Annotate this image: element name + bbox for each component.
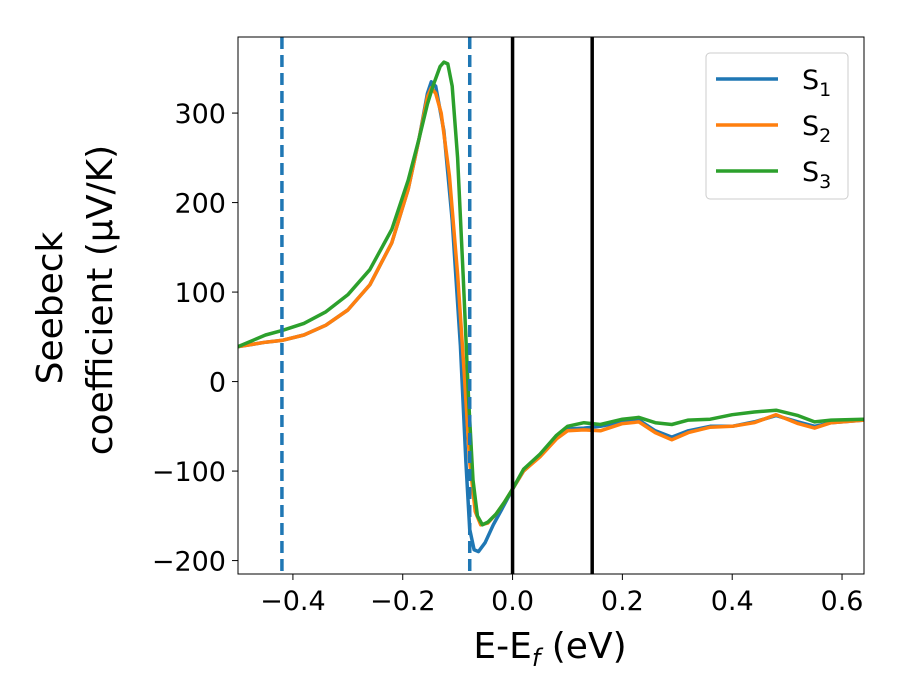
plot-frame bbox=[237, 36, 865, 575]
y-axis: −200 −100 0 100 200 300 bbox=[152, 99, 238, 578]
y-axis-title-line2: coefficient (μV/K) bbox=[80, 145, 121, 455]
x-tick-label: 0.2 bbox=[601, 586, 644, 617]
x-axis: −0.4 −0.2 0.0 0.2 0.4 0.6 bbox=[260, 574, 864, 617]
plot-area bbox=[238, 37, 864, 574]
x-tick-label: 0.0 bbox=[491, 586, 534, 617]
x-axis-title: E-Ef (eV) bbox=[473, 626, 626, 672]
y-tick-label: 0 bbox=[209, 368, 226, 399]
y-tick-label: 100 bbox=[174, 278, 226, 309]
x-tick-label: 0.6 bbox=[821, 586, 864, 617]
x-tick-label: −0.4 bbox=[260, 586, 326, 617]
y-tick-label: −100 bbox=[152, 457, 226, 488]
legend: S1 S2 S3 bbox=[705, 52, 849, 200]
legend-label: S2 bbox=[802, 111, 831, 147]
series-line-S3 bbox=[238, 60, 864, 527]
legend-label: S1 bbox=[802, 65, 831, 101]
x-tick-label: −0.2 bbox=[370, 586, 436, 617]
y-tick-label: 300 bbox=[174, 99, 226, 130]
y-axis-title-line1: Seebeck bbox=[30, 231, 71, 384]
x-tick-label: 0.4 bbox=[711, 586, 754, 617]
y-tick-label: −200 bbox=[152, 547, 226, 578]
legend-label: S3 bbox=[802, 157, 831, 193]
y-tick-label: 200 bbox=[174, 189, 226, 220]
